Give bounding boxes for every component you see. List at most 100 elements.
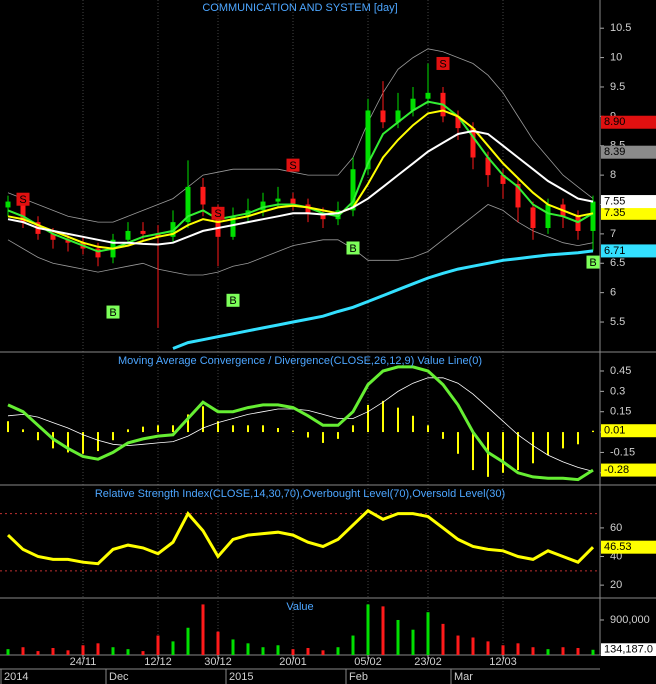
volume-bar [171,641,175,655]
panel-title: Moving Average Convergence / Divergence(… [118,355,482,367]
last-value-label: 0.01 [604,425,625,437]
candle-body [545,204,551,229]
volume-bar [441,623,445,655]
candle-body [530,207,536,229]
candle-body [425,92,431,99]
y-tick-label: 20 [610,579,622,591]
x-axis-bg [0,656,656,684]
volume-bar [306,647,310,655]
line [7,48,594,223]
last-value-label-box [601,424,656,438]
volume-bar [396,619,400,655]
volume-bar [81,645,85,655]
candle-body [215,210,221,237]
candle-body [65,239,71,243]
line [6,508,595,566]
candle-body [590,201,596,231]
candle-body [335,210,341,220]
candle-body [455,116,461,129]
last-value-label-box [601,195,656,209]
y-tick-label: 60 [610,522,622,534]
signal-box [226,293,240,307]
volume-bar [36,651,40,655]
volume-bar [486,641,490,655]
panel-title: Relative Strength Index(CLOSE,14,30,70),… [95,488,505,500]
volume-bar [51,647,55,655]
signal-box [106,305,120,319]
candle-body [365,110,371,170]
volume-bar [276,645,280,655]
last-value-label-box [601,540,656,554]
x-tick-label: 12/12 [144,656,172,668]
volume-bar [291,649,295,655]
candle-body [95,248,101,258]
panel-title: Value [286,601,313,613]
x-tick-label: 20/01 [279,656,307,668]
line [7,129,594,246]
volume-bar [531,647,535,655]
volume-bar [111,647,115,655]
volume-bar [231,639,235,655]
y-tick-label: 5.5 [610,316,625,328]
volume-bar [471,637,475,655]
last-value-label: 46.53 [604,541,632,553]
candle-body [350,169,356,211]
x-tick-label: 30/12 [204,656,232,668]
y-tick-label: 0.15 [610,406,631,418]
y-tick-label: 0.45 [610,365,631,377]
last-value-label-box [601,244,656,258]
volume-bar [366,604,370,655]
volume-bar [426,612,430,655]
x-tick-label: 24/11 [70,656,97,668]
signal-label: S [214,208,221,220]
x-tick-label: 23/02 [414,656,442,668]
last-value-label-box [601,206,656,220]
volume-bar [456,635,460,655]
month-label: Mar [454,671,473,683]
candle-body [500,175,506,184]
volume-bar [186,627,190,655]
volume-bar [336,647,340,655]
candle-body [410,98,416,111]
volume-bar [126,649,130,655]
level-label: 8.90 [604,116,625,128]
volume-bar [6,649,10,655]
y-tick-label: 10 [610,51,622,63]
y-tick-label: 0.3 [610,385,625,397]
signal-label: B [589,257,596,269]
signal-label: B [229,295,236,307]
candle-body [320,213,326,220]
signal-label: S [439,58,446,70]
signal-box [586,255,600,269]
volume-bar [351,635,355,655]
last-value-label: 7.55 [604,195,625,207]
candle-body [200,186,206,205]
volume-bar [246,643,250,655]
line [7,109,594,250]
candle-body [230,216,236,237]
month-label: 2014 [4,671,28,683]
volume-bar [381,606,385,655]
candle-body [155,233,161,237]
candle-body [170,222,176,237]
volume-bar [321,650,325,655]
y-tick-label: 8 [610,169,616,181]
panel-title: COMMUNICATION AND SYSTEM [day] [202,2,397,14]
signal-label: B [109,307,116,319]
y-tick-label: 6 [610,287,616,299]
line [7,365,594,482]
volume-bar [141,651,145,655]
signal-box [346,241,360,255]
candle-body [515,183,521,208]
candle-body [5,201,11,208]
y-tick-label: 6.5 [610,257,625,269]
signal-box [286,158,300,172]
month-label: Feb [349,671,368,683]
candle-body [290,198,296,205]
level-label-box [601,145,656,159]
line [172,249,594,350]
volume-bar [66,650,70,655]
volume-bar [216,631,220,655]
